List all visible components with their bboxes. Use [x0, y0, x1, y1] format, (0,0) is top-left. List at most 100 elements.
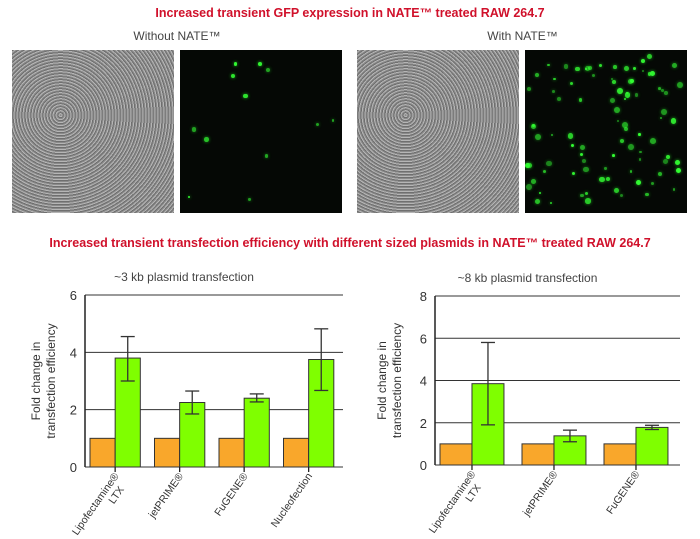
y-tick-label: 4 — [70, 345, 77, 360]
gfp-cell — [583, 166, 589, 173]
gfp-cell — [658, 86, 662, 90]
fluorescence-image-with-nate — [525, 50, 687, 213]
gfp-cell — [616, 120, 619, 123]
gfp-cell — [629, 78, 634, 83]
x-tick-label-line: jetPRIME® — [146, 471, 186, 522]
bar-control — [521, 443, 555, 466]
gfp-cell — [619, 193, 623, 197]
gfp-cell — [543, 170, 547, 174]
brightfield-image-without-nate — [12, 50, 174, 213]
gfp-cell — [634, 93, 638, 97]
gfp-cell — [623, 66, 629, 72]
x-tick-label: jetPRIME® — [146, 471, 186, 522]
bar-nate — [635, 426, 669, 466]
gfp-cell — [204, 136, 210, 142]
y-axis-label: Fold change intransfection efficiency — [29, 323, 58, 438]
gfp-cell — [556, 96, 562, 102]
gfp-cell — [651, 181, 655, 186]
gfp-cell — [610, 77, 614, 81]
gfp-cell — [647, 72, 652, 77]
gfp-cell — [672, 188, 676, 191]
gfp-cell — [625, 91, 629, 95]
x-tick-label: FuGENE® — [604, 469, 643, 517]
gfp-cell — [639, 150, 642, 154]
gfp-cell — [665, 154, 670, 159]
gfp-cell — [585, 66, 591, 72]
bar-control — [439, 443, 473, 466]
gfp-cell — [526, 184, 533, 190]
x-tick-label-line: FuGENE® — [604, 469, 643, 517]
gfp-cell — [563, 63, 569, 69]
bar-control — [283, 437, 310, 468]
bar-control — [218, 437, 245, 468]
gfp-cell — [611, 80, 616, 84]
y-tick-label: 4 — [420, 374, 427, 389]
x-tick-label-line: jetPRIME® — [520, 469, 560, 520]
gfp-cell — [623, 97, 627, 101]
gfp-cell — [585, 198, 591, 204]
gfp-cell — [550, 133, 554, 137]
gfp-cell — [316, 122, 320, 126]
x-tick-label-line: Nucleofection — [269, 471, 315, 530]
gfp-cell — [571, 171, 576, 176]
charts: ~3 kb plasmid transfection 0 2 4 6 Fold chang… — [29, 270, 680, 536]
y-axis-label-line: transfection efficiency — [44, 323, 58, 438]
gfp-cell — [621, 121, 628, 128]
gfp-cell — [535, 72, 540, 78]
gfp-cell — [660, 109, 667, 116]
gfp-cell — [191, 127, 197, 132]
gfp-cell — [620, 139, 625, 144]
x-tick-label-line: FuGENE® — [212, 471, 251, 519]
gfp-cell — [582, 158, 587, 163]
gfp-cell — [266, 67, 271, 72]
gfp-cell — [605, 176, 611, 182]
gfp-cell — [553, 77, 556, 81]
gfp-cell — [525, 163, 531, 169]
x-tick-label: Lipofectamine®LTX — [70, 471, 132, 536]
gfp-cell — [230, 73, 236, 78]
gfp-cell — [613, 187, 619, 193]
gfp-cell — [628, 144, 635, 151]
y-tick-label: 6 — [70, 288, 77, 303]
x-tick-label: Nucleofection — [269, 471, 315, 530]
gfp-cell — [625, 92, 631, 98]
x-tick-label: Lipofectamine®LTX — [427, 469, 489, 536]
gfp-cell — [604, 167, 607, 170]
bar-nate — [243, 397, 270, 468]
gfp-cell — [584, 192, 588, 196]
gfp-cell — [614, 106, 621, 113]
gfp-cell — [264, 154, 269, 158]
gfp-cell — [641, 69, 645, 73]
gfp-cell — [591, 73, 596, 78]
gfp-cell — [641, 58, 646, 63]
gfp-cell — [580, 152, 584, 157]
gfp-cell — [598, 63, 602, 68]
y-tick-label: 6 — [420, 331, 427, 346]
gfp-cell — [659, 116, 662, 119]
gfp-cell — [187, 195, 191, 199]
gfp-cell — [662, 158, 669, 165]
gfp-cell — [657, 171, 663, 177]
gfp-cell — [580, 193, 584, 198]
gfp-cell — [570, 143, 575, 148]
gfp-cell — [534, 199, 540, 205]
gfp-cell — [547, 63, 550, 67]
bar-control — [89, 437, 116, 468]
x-tick-label: jetPRIME® — [520, 469, 560, 520]
gfp-cell — [638, 158, 642, 161]
gfp-cell — [531, 123, 537, 129]
x-tick-label: FuGENE® — [212, 471, 251, 519]
without-nate-label: Without NATE™ — [133, 29, 221, 43]
gfp-cell — [257, 62, 262, 66]
y-axis-label-line: Fold change in — [375, 341, 389, 420]
figure-title: Increased transient GFP expression in NA… — [155, 6, 545, 20]
gfp-cell — [526, 86, 532, 92]
gfp-cell — [578, 98, 582, 102]
y-tick-label: 0 — [420, 458, 427, 473]
gfp-cell — [675, 168, 681, 174]
gfp-cell — [609, 98, 615, 104]
gfp-cell — [613, 65, 618, 70]
gfp-cell — [585, 67, 588, 70]
gfp-cell — [646, 54, 652, 60]
y-axis-label-line: transfection efficiency — [390, 323, 404, 438]
